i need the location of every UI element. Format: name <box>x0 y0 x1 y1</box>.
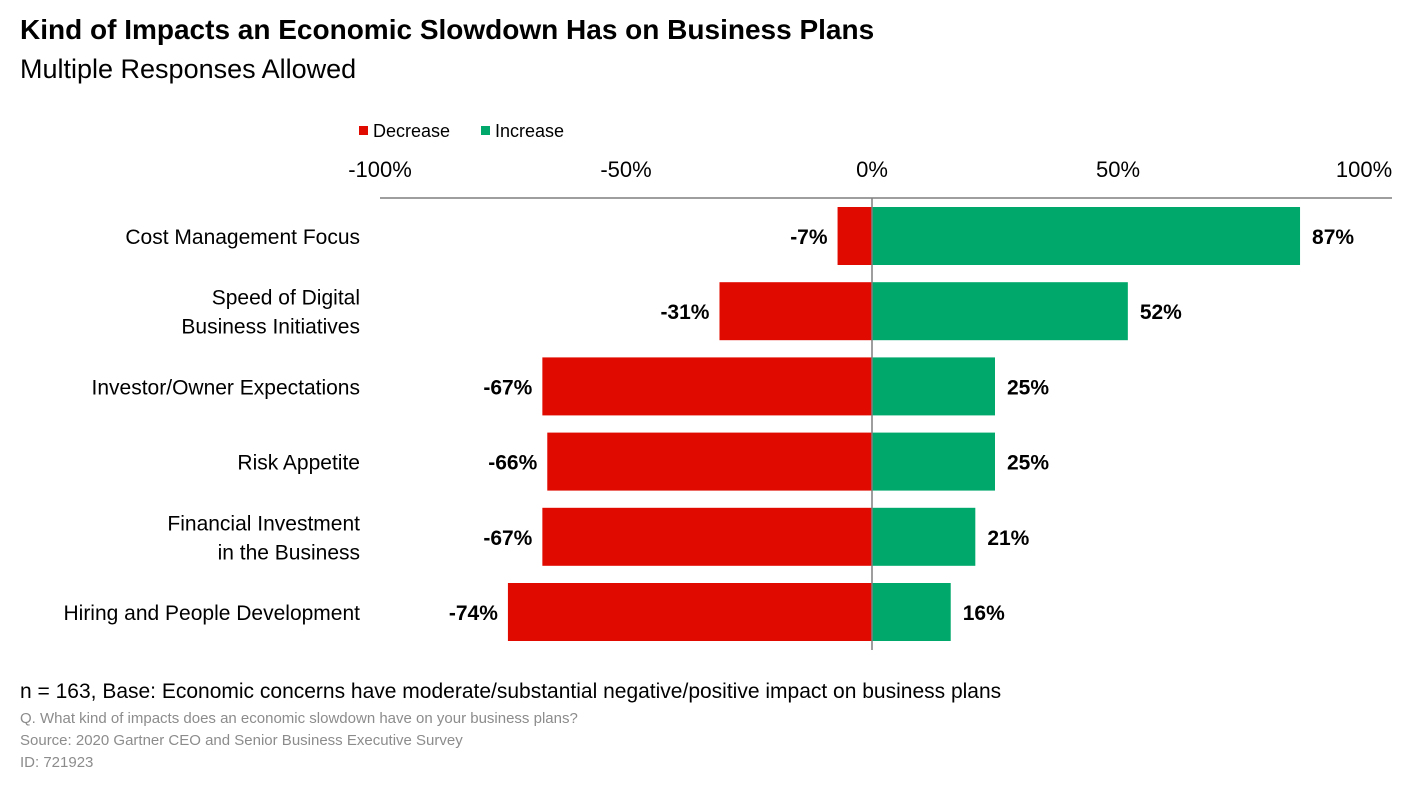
data-label-increase: 25% <box>1007 452 1049 475</box>
data-label-increase: 21% <box>987 527 1029 550</box>
x-tick-label: 0% <box>856 157 888 182</box>
legend-label-decrease: Decrease <box>373 121 450 141</box>
bar-decrease <box>837 207 872 265</box>
data-label-decrease: -67% <box>483 376 532 399</box>
bar-decrease <box>547 432 872 491</box>
data-label-decrease: -31% <box>660 301 709 324</box>
bar-increase <box>872 282 1128 341</box>
category-label: Financial Investment <box>167 512 360 535</box>
x-tick-label: 50% <box>1096 157 1140 182</box>
chart-subtitle: Multiple Responses Allowed <box>20 54 357 84</box>
footer-id: ID: 721923 <box>20 754 94 771</box>
legend-swatch-increase <box>481 126 490 135</box>
data-label-decrease: -7% <box>790 226 828 249</box>
bar-decrease <box>542 357 872 416</box>
footer-question: Q. What kind of impacts does an economic… <box>20 710 578 727</box>
category-label: Speed of Digital <box>212 287 360 310</box>
bar-increase <box>872 583 951 641</box>
bar-increase <box>872 357 995 416</box>
bar-increase <box>872 432 995 491</box>
diverging-bar-chart: Decrease Increase -100% -50% 0% 50% 100% Cost M… <box>63 121 1392 650</box>
chart-title: Kind of Impacts an Economic Slowdown Has… <box>20 14 875 45</box>
data-label-increase: 87% <box>1312 226 1354 249</box>
x-tick-label: 100% <box>1336 157 1392 182</box>
bar-decrease <box>507 583 872 641</box>
data-label-increase: 16% <box>963 602 1005 625</box>
data-label-increase: 25% <box>1007 376 1049 399</box>
bar-decrease <box>542 507 872 566</box>
category-label: Hiring and People Development <box>63 602 360 625</box>
category-label: Business Initiatives <box>181 316 360 339</box>
data-label-decrease: -66% <box>488 452 537 475</box>
data-label-decrease: -74% <box>449 602 498 625</box>
x-tick-label: -100% <box>348 157 412 182</box>
legend-swatch-decrease <box>359 126 368 135</box>
x-tick-label: -50% <box>600 157 651 182</box>
bar-increase <box>872 207 1301 265</box>
bar-increase <box>872 507 976 566</box>
data-label-increase: 52% <box>1140 301 1182 324</box>
footer-source: Source: 2020 Gartner CEO and Senior Busi… <box>20 732 463 749</box>
footer-base-note: n = 163, Base: Economic concerns have mo… <box>20 680 1002 703</box>
category-label: Risk Appetite <box>237 452 360 475</box>
category-label: Cost Management Focus <box>125 226 360 249</box>
category-label: Investor/Owner Expectations <box>92 376 360 399</box>
data-label-decrease: -67% <box>483 527 532 550</box>
legend-label-increase: Increase <box>495 121 564 141</box>
bar-decrease <box>719 282 872 341</box>
category-label: in the Business <box>218 541 360 564</box>
